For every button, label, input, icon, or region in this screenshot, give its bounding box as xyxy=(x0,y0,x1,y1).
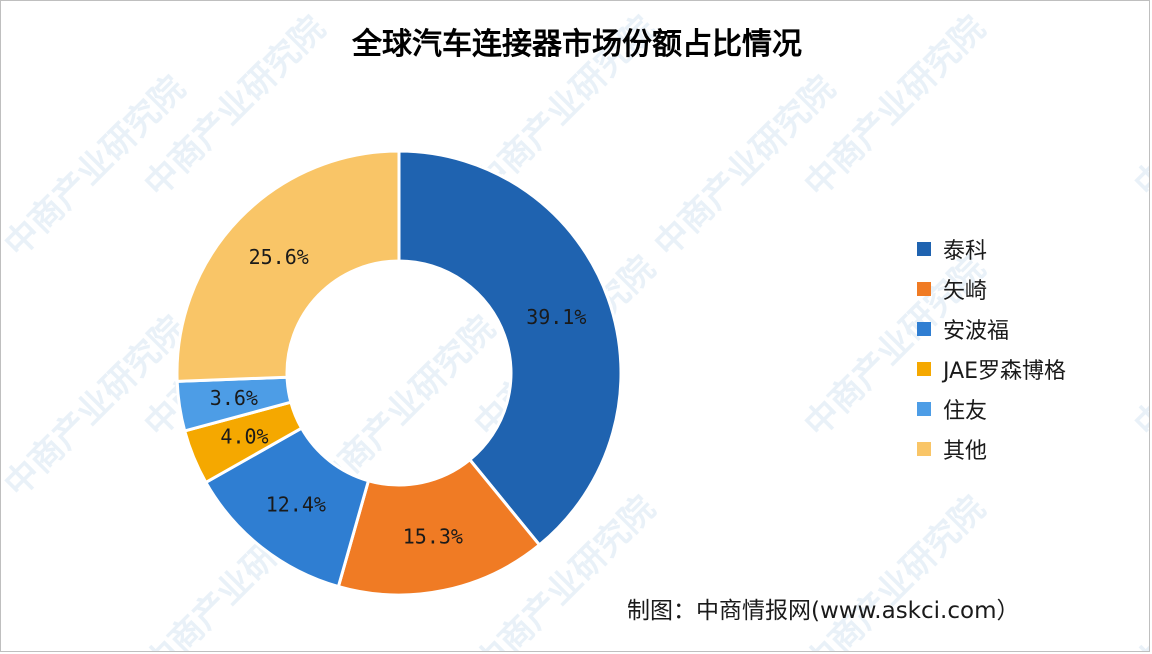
legend: 泰科矢崎安波福 JAE罗森博格 住友其他 xyxy=(917,229,1066,469)
slice-data-label: 25.6% xyxy=(249,245,309,269)
donut-slice-0 xyxy=(397,149,623,548)
source-note: 制图：中商情报网(www.askci.com） xyxy=(627,598,1020,624)
slice-data-label: 39.1% xyxy=(526,305,586,329)
legend-label: 住友 xyxy=(943,399,988,424)
legend-label: 其他 xyxy=(943,439,988,464)
legend-swatch xyxy=(917,282,931,296)
legend-swatch xyxy=(917,362,931,376)
legend-item: 安波福 xyxy=(917,309,1066,349)
legend-label: 矢崎 xyxy=(943,279,988,304)
slice-data-label: 4.0% xyxy=(220,424,268,448)
slice-data-label: 12.4% xyxy=(266,492,326,516)
legend-label: 安波福 xyxy=(943,319,1010,344)
slice-data-label: 15.3% xyxy=(403,525,463,549)
legend-item: 矢崎 xyxy=(917,269,1066,309)
legend-swatch xyxy=(917,242,931,256)
legend-item: 住友 xyxy=(917,389,1066,429)
legend-swatch xyxy=(917,322,931,336)
chart-title: 全球汽车连接器市场份额占比情况 xyxy=(352,27,802,62)
legend-label: 泰科 xyxy=(943,239,988,264)
legend-label: JAE罗森博格 xyxy=(943,359,1067,384)
legend-swatch xyxy=(917,442,931,456)
donut-slice-5 xyxy=(175,149,401,383)
legend-item: 其他 xyxy=(917,429,1066,469)
slice-data-label: 3.6% xyxy=(210,386,258,410)
legend-swatch xyxy=(917,402,931,416)
donut-slice-1 xyxy=(336,457,542,597)
legend-item: 泰科 xyxy=(917,229,1066,269)
legend-item: JAE罗森博格 xyxy=(917,349,1066,389)
